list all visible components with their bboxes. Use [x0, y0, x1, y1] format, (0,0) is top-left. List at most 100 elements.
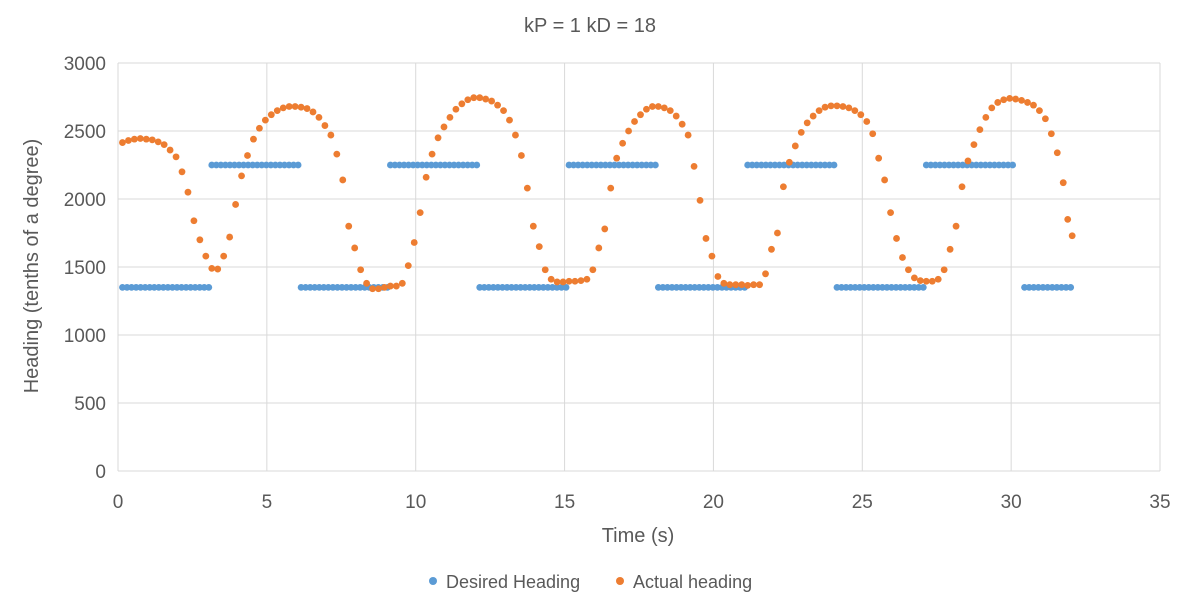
actual-heading-point [899, 254, 906, 261]
actual-heading-point [273, 107, 281, 114]
actual-heading-point [464, 96, 472, 104]
actual-heading-point [327, 131, 335, 139]
actual-heading-point [256, 124, 263, 132]
actual-heading-point [398, 279, 406, 287]
y-tick-label: 1000 [64, 326, 106, 347]
y-tick-label: 2500 [64, 122, 106, 143]
actual-heading-point [583, 275, 591, 283]
actual-heading-point [261, 116, 269, 124]
desired-heading-point [294, 161, 302, 169]
actual-heading-point [339, 176, 347, 184]
actual-heading-point [303, 105, 311, 112]
actual-heading-point [529, 222, 537, 230]
legend-marker-actual-heading [616, 577, 624, 585]
actual-heading-point [125, 137, 132, 144]
desired-heading-point [562, 284, 570, 291]
actual-heading-point [684, 131, 692, 139]
actual-heading-point [893, 235, 900, 242]
actual-heading-point [601, 225, 609, 233]
actual-heading-point [190, 217, 198, 225]
actual-heading-point [1030, 101, 1037, 109]
actual-heading-point [928, 277, 936, 285]
desired-heading-point [1067, 284, 1075, 291]
actual-heading-point [768, 245, 775, 253]
actual-heading-point [565, 277, 573, 285]
actual-heading-point [916, 277, 924, 284]
actual-heading-point [595, 244, 603, 252]
x-tick-label: 15 [554, 492, 575, 513]
actual-heading-point [821, 103, 829, 111]
desired-heading-point [1009, 161, 1017, 169]
actual-heading-point [637, 111, 644, 119]
actual-heading-point [547, 275, 555, 283]
actual-heading-point [750, 281, 758, 289]
actual-heading-point [881, 176, 889, 184]
actual-heading-point [267, 111, 275, 119]
actual-heading-point [1068, 232, 1076, 240]
actual-heading-point [512, 131, 519, 139]
actual-heading-point [1064, 216, 1072, 223]
x-tick-label: 10 [405, 492, 426, 513]
actual-heading-point [148, 136, 156, 144]
actual-heading-point [387, 282, 394, 290]
actual-heading-point [452, 105, 460, 113]
actual-heading-point [851, 107, 859, 114]
actual-heading-point [184, 188, 192, 196]
actual-heading-point [1006, 94, 1014, 102]
actual-heading-point [696, 196, 704, 204]
actual-heading-point [875, 154, 883, 162]
actual-heading-point [815, 107, 823, 114]
actual-heading-point [142, 135, 150, 143]
actual-heading-point [309, 108, 317, 116]
actual-heading-point [422, 173, 430, 181]
actual-heading-point [232, 201, 239, 208]
actual-heading-point [619, 139, 627, 147]
series-actual-heading [119, 94, 1076, 293]
actual-heading-point [839, 103, 847, 110]
actual-heading-point [458, 100, 466, 108]
desired-heading-point [205, 284, 213, 291]
x-tick-label: 20 [703, 492, 724, 513]
actual-heading-point [518, 152, 525, 159]
actual-heading-point [446, 114, 454, 121]
actual-heading-point [1041, 115, 1049, 123]
actual-heading-point [196, 236, 204, 244]
actual-heading-point [964, 157, 972, 165]
actual-heading-point [827, 102, 835, 110]
actual-heading-point [613, 154, 621, 162]
x-tick-label: 30 [1001, 492, 1022, 513]
desired-heading-point [473, 161, 481, 169]
actual-heading-point [250, 135, 257, 143]
actual-heading-point [220, 252, 228, 260]
actual-heading-point [869, 130, 877, 138]
actual-heading-point [428, 150, 436, 158]
y-tick-label: 500 [74, 394, 106, 415]
actual-heading-point [940, 266, 948, 274]
actual-heading-point [690, 162, 698, 170]
actual-heading-point [988, 104, 996, 112]
actual-heading-point [166, 146, 174, 154]
actual-heading-point [482, 95, 490, 103]
actual-heading-point [238, 172, 245, 180]
actual-heading-point [494, 101, 501, 109]
legend: Desired Heading Actual heading [429, 572, 752, 592]
actual-heading-point [833, 102, 841, 110]
actual-heading-point [1059, 179, 1067, 187]
x-tick-label: 25 [852, 492, 873, 513]
actual-heading-point [702, 235, 710, 242]
actual-heading-point [226, 233, 234, 241]
actual-heading-point [1012, 95, 1020, 103]
actual-heading-point [279, 104, 287, 112]
actual-heading-point [351, 244, 359, 252]
actual-heading-point [321, 122, 329, 129]
actual-heading-point [381, 284, 388, 291]
actual-heading-point [285, 103, 293, 110]
actual-heading-point [357, 266, 365, 274]
desired-heading-point [919, 284, 927, 291]
legend-marker-desired-heading [429, 577, 437, 585]
actual-heading-point [160, 141, 168, 149]
actual-heading-point [654, 103, 662, 110]
actual-heading-point [297, 103, 305, 111]
actual-heading-point [541, 266, 549, 274]
